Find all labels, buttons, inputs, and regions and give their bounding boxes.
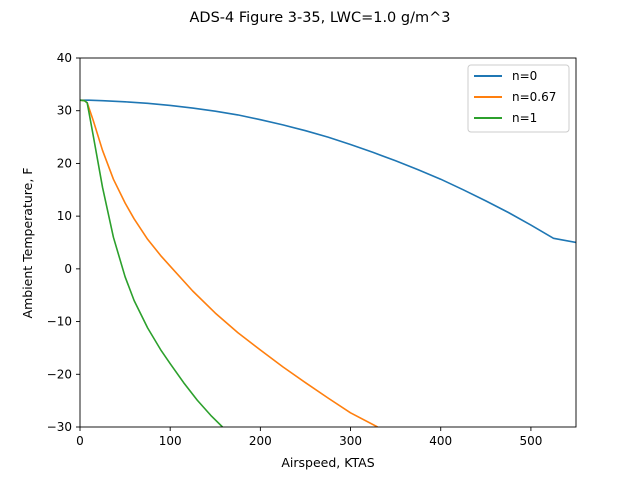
y-tick-label: 30 [57, 104, 72, 118]
y-tick-label: 40 [57, 51, 72, 65]
chart-title: ADS-4 Figure 3-35, LWC=1.0 g/m^3 [190, 10, 451, 26]
legend-label-n1: n=1 [512, 111, 537, 125]
y-tick-label: −20 [47, 367, 72, 381]
x-tick-label: 400 [429, 434, 452, 448]
x-axis-ticks: 0 100 200 300 400 500 [76, 427, 542, 448]
legend-label-n067: n=0.67 [512, 90, 556, 104]
plot-frame [79, 57, 577, 428]
y-axis-label: Ambient Temperature, F [20, 168, 35, 319]
legend-label-n0: n=0 [512, 69, 537, 83]
series-line-n-0-67 [80, 99, 378, 427]
x-tick-label: 500 [519, 434, 542, 448]
x-tick-label: 200 [249, 434, 272, 448]
series-line-n-0 [80, 99, 576, 244]
legend-box [467, 64, 570, 133]
x-tick-label: 0 [76, 434, 84, 448]
y-tick-label: 20 [57, 156, 72, 170]
x-tick-label: 100 [159, 434, 182, 448]
legend: n=0 n=0.67 n=1 [467, 64, 570, 133]
y-tick-label: −30 [47, 420, 72, 434]
y-tick-label: 0 [64, 262, 72, 276]
plot-area [79, 57, 577, 428]
series-lines [80, 99, 576, 427]
x-tick-label: 300 [339, 434, 362, 448]
series-line-n-1 [80, 99, 224, 427]
y-tick-label: 10 [57, 209, 72, 223]
x-axis-label: Airspeed, KTAS [281, 455, 374, 470]
y-tick-label: −10 [47, 315, 72, 329]
y-axis-ticks: −30 −20 −10 0 10 20 30 40 [47, 51, 80, 434]
